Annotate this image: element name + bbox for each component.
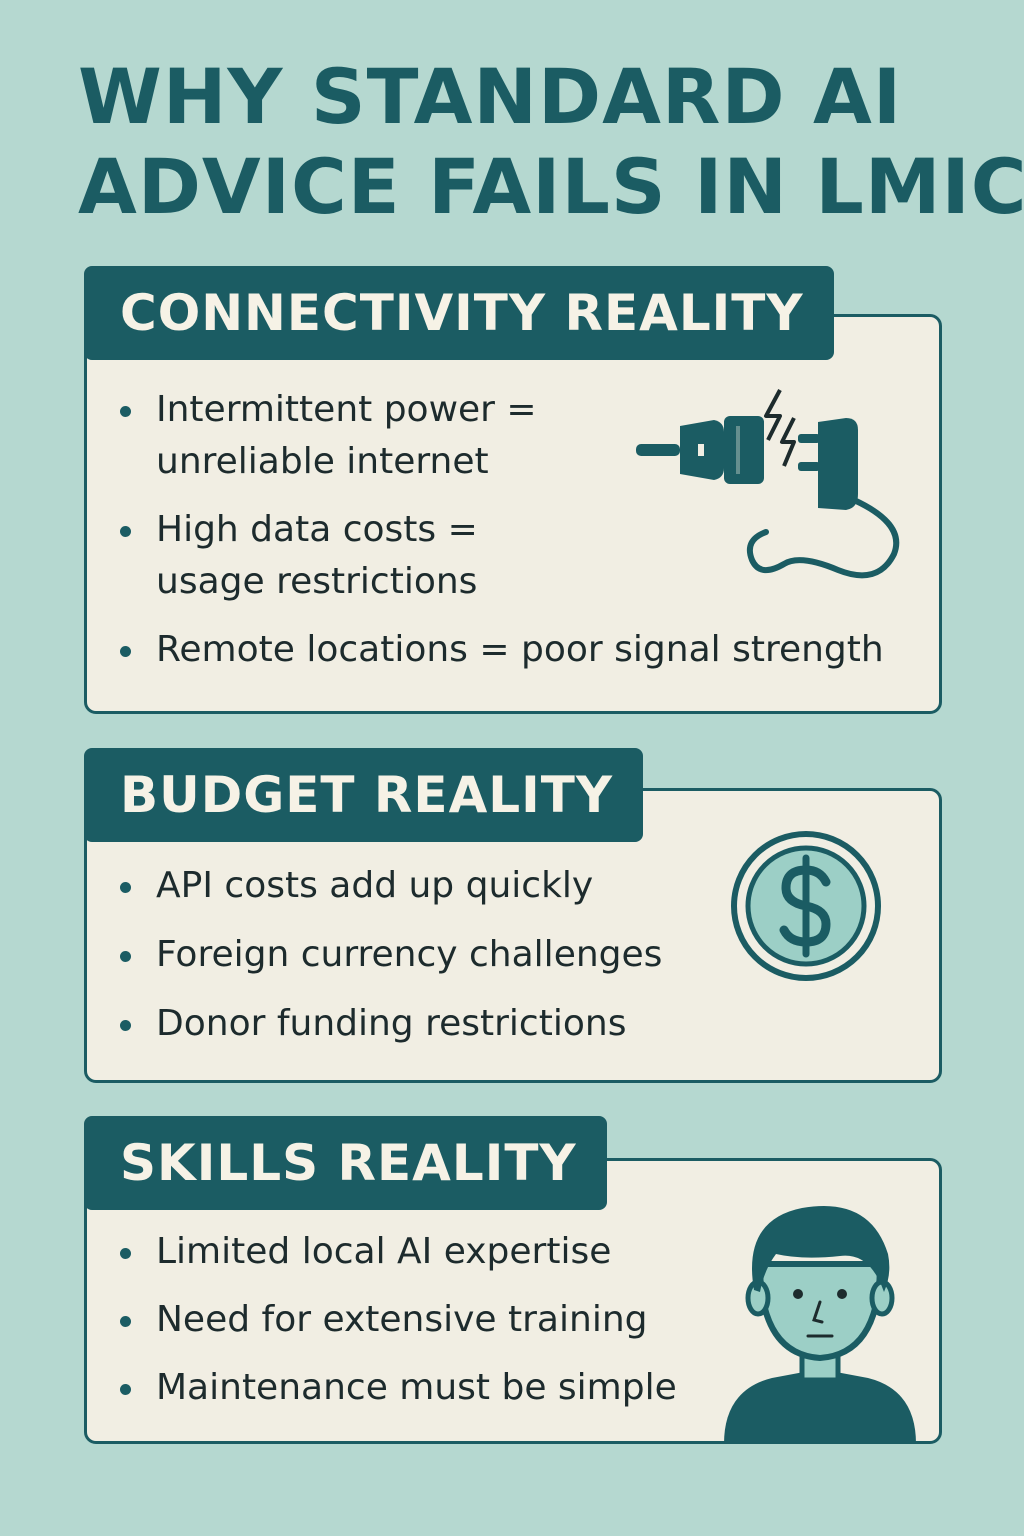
page-title-line-2: Advice Fails In LMICs xyxy=(78,142,1024,231)
page-title: Why Standard AI Advice Fails In LMICs xyxy=(78,52,1024,232)
page-title-line-1: Why Standard AI xyxy=(78,52,903,141)
list-item-line: usage restrictions xyxy=(156,561,478,602)
list-item-line: Intermittent power = xyxy=(156,389,537,430)
person-icon xyxy=(724,1205,916,1444)
list-item: Foreign currency challenges xyxy=(118,929,662,981)
budget-heading: BUDGET REALITY xyxy=(84,748,644,842)
connectivity-heading: CONNECTIVITY REALITY xyxy=(84,266,834,360)
dollar-coin-icon xyxy=(731,831,881,981)
budget-section: BUDGET REALITY API costs add up quickly … xyxy=(84,748,942,1083)
list-item: High data costs = usage restrictions xyxy=(118,504,884,608)
budget-list: API costs add up quickly Foreign currenc… xyxy=(118,860,662,1067)
list-item-line: unreliable internet xyxy=(156,441,489,482)
connectivity-card xyxy=(84,314,942,714)
list-item: Limited local AI expertise xyxy=(118,1226,677,1278)
skills-list: Limited local AI expertise Need for exte… xyxy=(118,1226,677,1430)
connectivity-section: CONNECTIVITY REALITY Intermittent power … xyxy=(84,266,942,714)
list-item: API costs add up quickly xyxy=(118,860,662,912)
skills-section: SKILLS REALITY Limited local AI expertis… xyxy=(84,1116,942,1444)
list-item-line: High data costs = xyxy=(156,509,478,550)
list-item: Maintenance must be simple xyxy=(118,1362,677,1414)
connectivity-list: Intermittent power = unreliable internet… xyxy=(118,384,884,676)
skills-heading: SKILLS REALITY xyxy=(84,1116,607,1210)
list-item: Remote locations = poor signal strength xyxy=(118,624,884,676)
unplugged-plug-icon xyxy=(636,389,900,579)
list-item: Need for extensive training xyxy=(118,1294,677,1346)
list-item: Intermittent power = unreliable internet xyxy=(118,384,884,488)
list-item-line: Remote locations = poor signal strength xyxy=(156,629,884,670)
list-item: Donor funding restrictions xyxy=(118,998,662,1050)
